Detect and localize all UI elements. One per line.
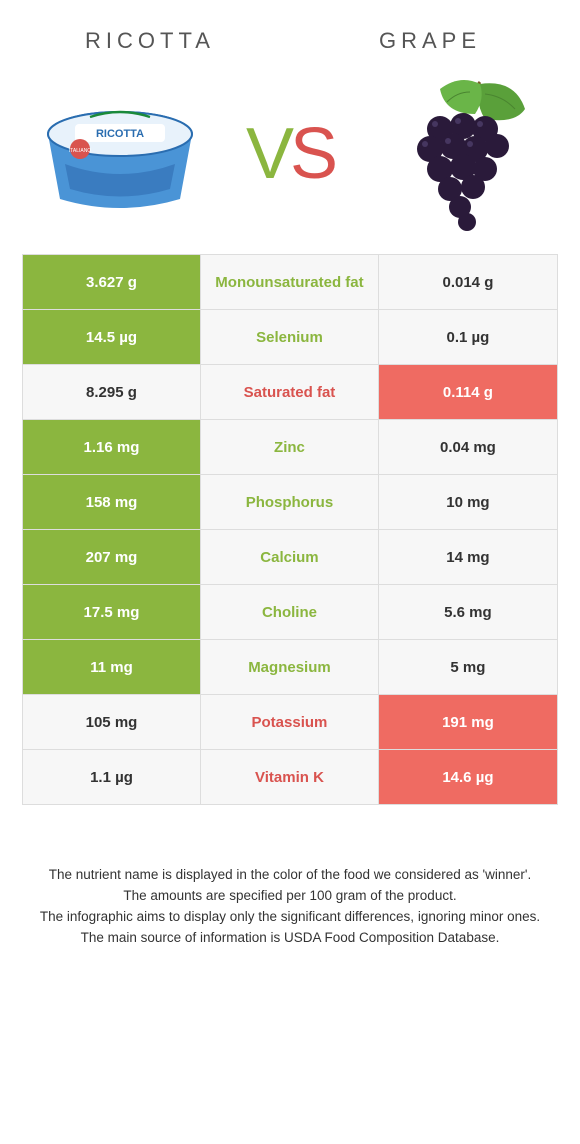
grape-value-cell: 0.04 mg xyxy=(379,420,557,474)
table-row: 14.5 µgSelenium0.1 µg xyxy=(23,310,557,365)
ricotta-value-cell: 3.627 g xyxy=(23,255,201,309)
footnote-line: The main source of information is USDA F… xyxy=(30,928,550,949)
vs-s-letter: S xyxy=(290,114,334,194)
table-row: 8.295 gSaturated fat0.114 g xyxy=(23,365,557,420)
grape-title: GRAPE xyxy=(290,28,570,54)
grape-value-cell: 191 mg xyxy=(379,695,557,749)
footnotes: The nutrient name is displayed in the co… xyxy=(30,865,550,949)
header-row: RICOTTA GRAPE xyxy=(0,0,580,64)
svg-text:ITALIANO: ITALIANO xyxy=(69,148,92,154)
table-row: 207 mgCalcium14 mg xyxy=(23,530,557,585)
footnote-line: The amounts are specified per 100 gram o… xyxy=(30,886,550,907)
table-row: 158 mgPhosphorus10 mg xyxy=(23,475,557,530)
nutrient-name-cell: Magnesium xyxy=(201,640,379,694)
table-row: 11 mgMagnesium5 mg xyxy=(23,640,557,695)
footnote-line: The nutrient name is displayed in the co… xyxy=(30,865,550,886)
grape-value-cell: 5 mg xyxy=(379,640,557,694)
nutrient-name-cell: Zinc xyxy=(201,420,379,474)
ricotta-tub-icon: RICOTTA ITALIANO xyxy=(35,89,205,219)
nutrient-name-cell: Potassium xyxy=(201,695,379,749)
ricotta-value-cell: 1.1 µg xyxy=(23,750,201,804)
ricotta-title: RICOTTA xyxy=(10,28,290,54)
table-row: 3.627 gMonounsaturated fat0.014 g xyxy=(23,255,557,310)
grape-bunch-icon xyxy=(385,74,535,234)
vs-label: VS xyxy=(246,113,334,195)
nutrient-name-cell: Choline xyxy=(201,585,379,639)
ricotta-value-cell: 1.16 mg xyxy=(23,420,201,474)
grape-value-cell: 0.1 µg xyxy=(379,310,557,364)
table-row: 17.5 mgCholine5.6 mg xyxy=(23,585,557,640)
table-row: 1.1 µgVitamin K14.6 µg xyxy=(23,750,557,805)
grape-value-cell: 0.114 g xyxy=(379,365,557,419)
grape-value-cell: 10 mg xyxy=(379,475,557,529)
nutrient-name-cell: Vitamin K xyxy=(201,750,379,804)
images-row: RICOTTA ITALIANO VS xyxy=(0,64,580,254)
table-row: 1.16 mgZinc0.04 mg xyxy=(23,420,557,475)
ricotta-value-cell: 17.5 mg xyxy=(23,585,201,639)
ricotta-value-cell: 8.295 g xyxy=(23,365,201,419)
nutrient-name-cell: Calcium xyxy=(201,530,379,584)
grape-value-cell: 5.6 mg xyxy=(379,585,557,639)
ricotta-value-cell: 105 mg xyxy=(23,695,201,749)
ricotta-value-cell: 14.5 µg xyxy=(23,310,201,364)
nutrient-name-cell: Monounsaturated fat xyxy=(201,255,379,309)
grape-value-cell: 0.014 g xyxy=(379,255,557,309)
ricotta-value-cell: 207 mg xyxy=(23,530,201,584)
grape-image xyxy=(370,74,550,234)
vs-v-letter: V xyxy=(246,114,290,194)
nutrient-name-cell: Selenium xyxy=(201,310,379,364)
svg-text:RICOTTA: RICOTTA xyxy=(96,128,144,140)
ricotta-value-cell: 11 mg xyxy=(23,640,201,694)
grape-value-cell: 14.6 µg xyxy=(379,750,557,804)
footnote-line: The infographic aims to display only the… xyxy=(30,907,550,928)
nutrient-table: 3.627 gMonounsaturated fat0.014 g14.5 µg… xyxy=(22,254,558,805)
nutrient-name-cell: Saturated fat xyxy=(201,365,379,419)
ricotta-image: RICOTTA ITALIANO xyxy=(30,74,210,234)
table-row: 105 mgPotassium191 mg xyxy=(23,695,557,750)
ricotta-value-cell: 158 mg xyxy=(23,475,201,529)
nutrient-name-cell: Phosphorus xyxy=(201,475,379,529)
grape-value-cell: 14 mg xyxy=(379,530,557,584)
